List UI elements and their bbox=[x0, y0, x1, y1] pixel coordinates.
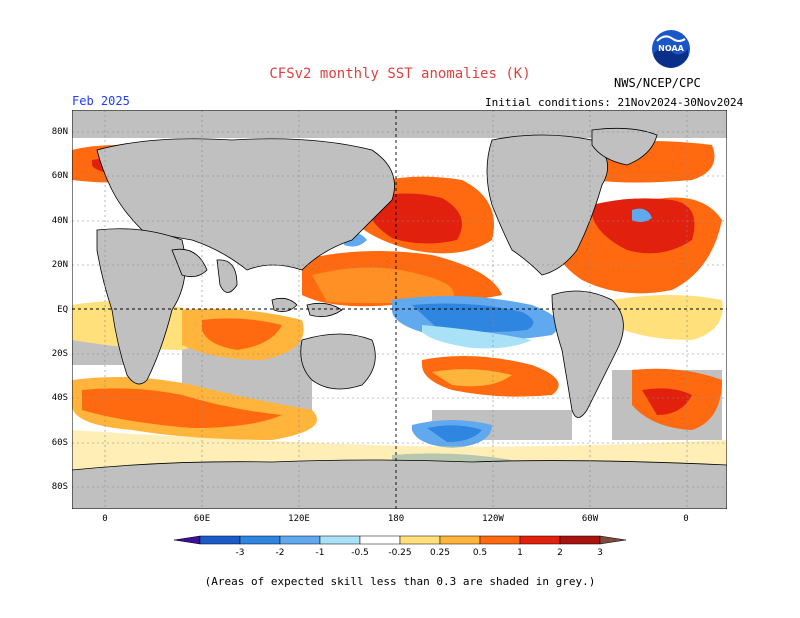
colorbar-swatch bbox=[439, 535, 481, 545]
colorbar: -3 -2 -1 -0.5 -0.25 0.25 0.5 1 2 3 bbox=[174, 535, 626, 558]
chart-title: CFSv2 monthly SST anomalies (K) bbox=[269, 66, 531, 82]
colorbar-swatch bbox=[359, 535, 401, 545]
lon-label: 120E bbox=[288, 514, 310, 524]
lon-label: 0 bbox=[683, 514, 689, 524]
colorbar-swatch bbox=[559, 535, 601, 545]
lon-label: 60W bbox=[581, 514, 599, 524]
footnote: (Areas of expected skill less than 0.3 a… bbox=[204, 575, 596, 588]
colorbar-low-arrow bbox=[174, 535, 201, 545]
noaa-logo-icon: NOAA bbox=[652, 30, 690, 68]
lat-label: 60S bbox=[51, 438, 68, 448]
lon-label: 120W bbox=[482, 514, 504, 524]
colorbar-swatch bbox=[279, 535, 321, 545]
colorbar-tick-label: 3 bbox=[597, 548, 603, 558]
colorbar-tick-label: 0.5 bbox=[473, 548, 487, 558]
colorbar-tick-label: -0.5 bbox=[351, 548, 369, 558]
sst-anomaly-map bbox=[72, 110, 727, 509]
colorbar-swatch bbox=[239, 535, 281, 545]
lat-label: 20S bbox=[51, 349, 68, 359]
lon-label: 0 bbox=[102, 514, 108, 524]
lat-label: 40N bbox=[51, 216, 68, 226]
initial-conditions: Initial conditions: 21Nov2024-30Nov2024 bbox=[485, 96, 744, 109]
colorbar-tick-label: 0.25 bbox=[430, 548, 450, 558]
colorbar-tick-label: -3 bbox=[236, 548, 245, 558]
colorbar-tick-label: -1 bbox=[316, 548, 325, 558]
colorbar-tick-label: 1 bbox=[517, 548, 523, 558]
lat-label: 40S bbox=[51, 393, 68, 403]
lat-label: 80S bbox=[51, 482, 68, 492]
equator-dateline bbox=[72, 110, 727, 509]
target-month: Feb 2025 bbox=[72, 94, 130, 108]
colorbar-tick-label: -2 bbox=[276, 548, 285, 558]
colorbar-swatch bbox=[399, 535, 441, 545]
colorbar-tick-label: -0.25 bbox=[388, 548, 411, 558]
colorbar-swatch bbox=[199, 535, 241, 545]
lat-label: EQ bbox=[57, 305, 68, 315]
lat-label: 20N bbox=[51, 260, 68, 270]
colorbar-tick-label: 2 bbox=[557, 548, 563, 558]
agency-label: NWS/NCEP/CPC bbox=[614, 76, 701, 90]
svg-text:NOAA: NOAA bbox=[658, 44, 684, 53]
lon-label: 180 bbox=[387, 514, 405, 524]
colorbar-swatch bbox=[519, 535, 561, 545]
colorbar-swatch bbox=[479, 535, 521, 545]
lon-label: 60E bbox=[193, 514, 211, 524]
lat-label: 60N bbox=[51, 171, 68, 181]
graticule bbox=[72, 110, 727, 509]
colorbar-swatch bbox=[319, 535, 361, 545]
lat-label: 80N bbox=[51, 127, 68, 137]
colorbar-high-arrow bbox=[599, 535, 626, 545]
